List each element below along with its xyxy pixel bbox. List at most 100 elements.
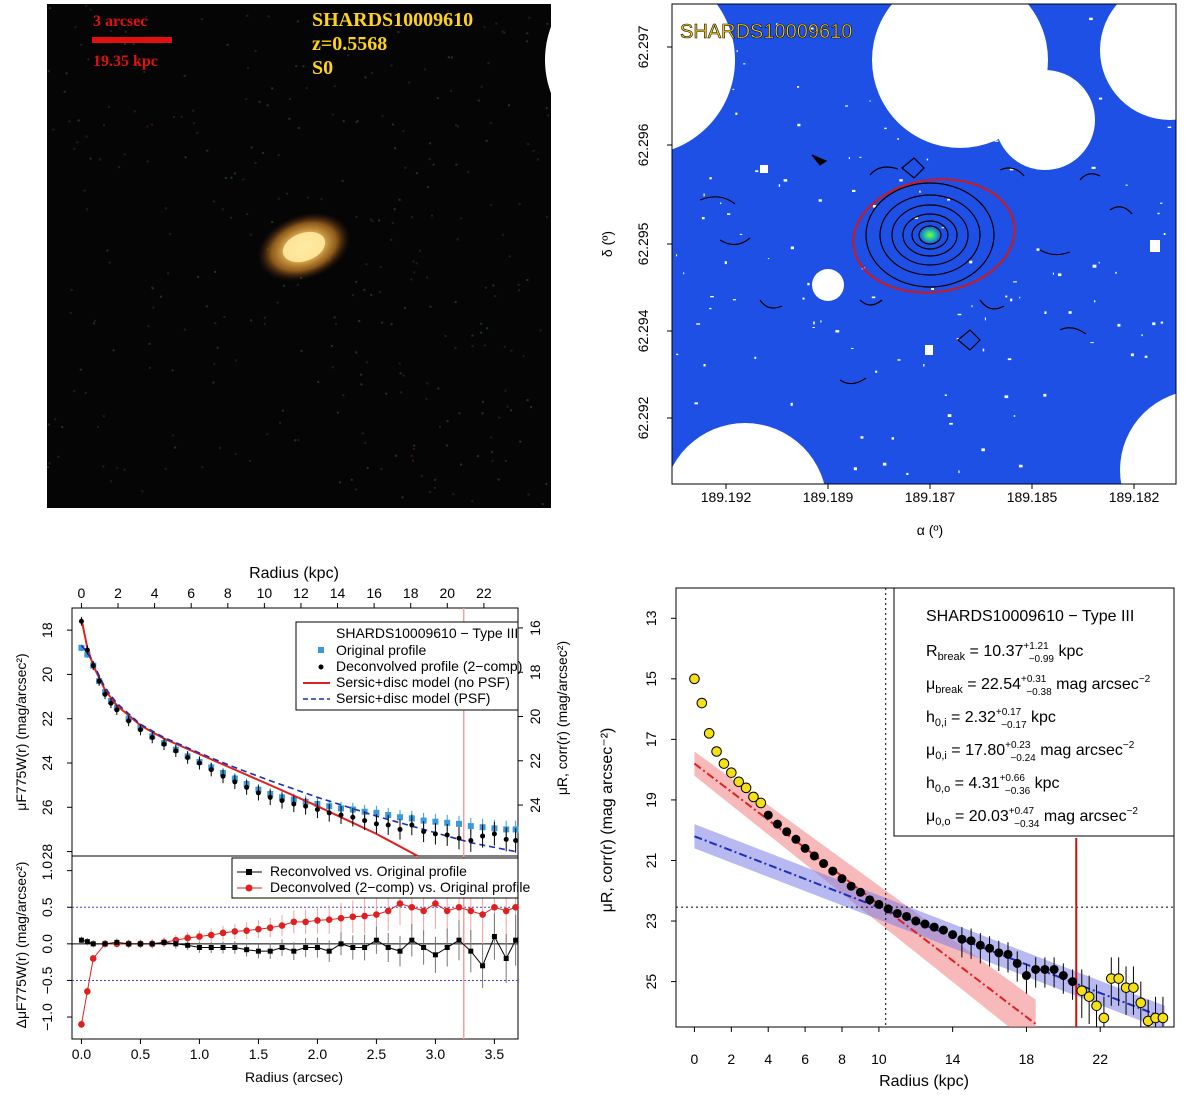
mask-speck — [860, 436, 864, 439]
outer-fit-line — [694, 835, 1166, 1019]
fitted-point — [1058, 971, 1068, 981]
deconvolved-profile-point — [468, 838, 474, 843]
break-x-tick-label: 8 — [838, 1051, 846, 1067]
legend-entry: Deconvolved profile (2−comp) — [336, 658, 522, 674]
noise-pixel — [180, 115, 183, 118]
mask-speck — [853, 467, 857, 471]
reconvolved-res-point — [456, 937, 462, 943]
noise-pixel — [410, 454, 413, 457]
excluded-point — [726, 767, 737, 778]
mask-speck — [941, 227, 945, 229]
noise-pixel — [350, 478, 353, 481]
noise-pixel — [390, 238, 393, 241]
right-tick-label: 18 — [527, 664, 543, 680]
noise-pixel — [389, 26, 392, 29]
mask-spot — [925, 345, 933, 355]
excluded-point — [1128, 982, 1139, 993]
deconvolved-profile-point — [208, 767, 214, 773]
legend-title: SHARDS10009610 − Type III — [336, 625, 518, 641]
mask-speck — [1130, 353, 1134, 357]
deconvolved-res-point — [78, 1021, 85, 1028]
reconvolved-res-point — [137, 941, 143, 947]
deconvolved-res-point — [337, 914, 345, 922]
noise-pixel — [498, 416, 501, 419]
noise-pixel — [116, 466, 119, 469]
break-x-tick-label: 10 — [871, 1051, 887, 1067]
noise-pixel — [246, 213, 249, 216]
noise-pixel — [385, 392, 388, 395]
noise-pixel — [146, 125, 149, 128]
fitted-point — [837, 874, 847, 884]
fitted-point — [929, 922, 939, 932]
excluded-point — [755, 797, 767, 809]
original-profile-point — [456, 820, 463, 827]
fitted-point — [846, 881, 856, 891]
noise-pixel — [413, 271, 416, 274]
map-y-label: δ (º) — [599, 231, 615, 257]
excluded-point — [1157, 1012, 1169, 1024]
noise-pixel — [61, 426, 64, 428]
deconvolved-profile-point — [114, 707, 120, 713]
noise-pixel — [454, 301, 457, 303]
mask-speck — [974, 24, 979, 27]
noise-pixel — [200, 18, 203, 21]
mask-speck — [1052, 272, 1054, 275]
outer-fit-band — [694, 824, 1165, 1027]
noise-pixel — [518, 289, 520, 292]
break-y-tick-label: 13 — [643, 610, 659, 626]
noise-pixel — [164, 207, 167, 210]
deconvolved-profile-point — [314, 807, 320, 812]
noise-pixel — [404, 306, 407, 309]
deconvolved-profile-point — [137, 727, 143, 733]
mask-speck — [1098, 97, 1103, 100]
original-profile-point — [467, 823, 474, 830]
noise-pixel — [360, 383, 363, 386]
noise-pixel — [112, 349, 115, 352]
noise-pixel — [525, 40, 528, 43]
annotation-frame — [893, 587, 1175, 837]
inner-fit-line — [693, 762, 1037, 1025]
contour-fragments — [699, 166, 1133, 385]
noise-pixel — [271, 87, 274, 90]
noise-pixel — [508, 255, 511, 258]
mask-speck — [1011, 102, 1013, 104]
mask-speck — [869, 100, 871, 102]
mask-speck — [718, 59, 723, 62]
left-tick-label: 28 — [39, 844, 55, 860]
noise-pixel — [358, 320, 361, 322]
noise-pixel — [341, 180, 344, 182]
mask-speck — [767, 258, 770, 260]
noise-pixel — [547, 114, 550, 117]
mask-speck — [701, 217, 705, 220]
mask-spot — [760, 165, 768, 173]
noise-pixel — [527, 143, 530, 146]
map-x-ticks: 189.192 189.189 189.187 189.185 189.182 — [701, 484, 1160, 505]
deconvolved-res-point — [384, 907, 392, 915]
fitted-point — [855, 887, 865, 897]
noise-pixel — [87, 58, 90, 61]
reconvolved-res-point — [491, 934, 497, 940]
noise-pixel — [530, 406, 533, 409]
mask-speck — [1023, 141, 1026, 144]
profile-legend-box — [295, 621, 519, 711]
mask-circle — [663, 423, 827, 587]
mask-speck — [969, 260, 973, 264]
excluded-point — [696, 697, 708, 709]
left-tick-label: 18 — [39, 622, 55, 638]
noise-pixel — [57, 455, 60, 458]
noise-pixel — [109, 480, 112, 483]
noise-pixel — [356, 120, 359, 123]
mask-speck — [1136, 13, 1140, 16]
res-x-tick-label: 2.5 — [367, 1046, 387, 1062]
noise-pixel — [286, 192, 288, 195]
noise-pixel — [545, 107, 548, 110]
noise-pixel — [454, 346, 457, 349]
mask-speck — [1141, 334, 1143, 337]
mask-speck — [794, 461, 799, 464]
mask-speck — [716, 55, 718, 58]
noise-pixel — [510, 409, 512, 412]
deconvolved-res-point — [408, 903, 416, 911]
deconvolved-profile-point — [279, 798, 285, 804]
mask-speck — [1013, 281, 1017, 283]
noise-pixel — [420, 475, 423, 477]
